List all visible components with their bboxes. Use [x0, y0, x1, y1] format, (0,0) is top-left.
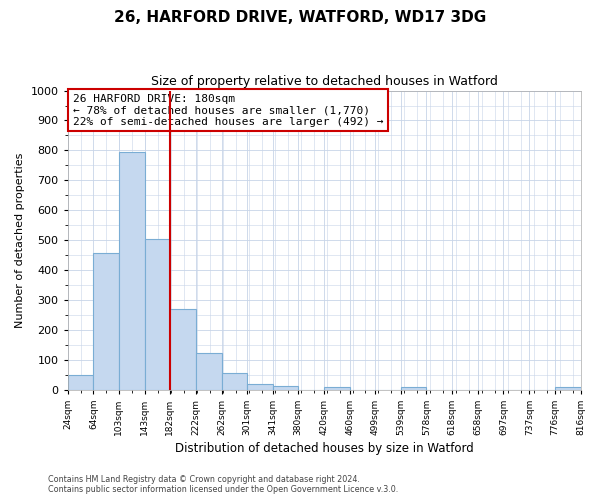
Bar	[145, 238, 170, 390]
Bar	[324, 386, 350, 390]
Bar	[273, 386, 298, 390]
Bar	[247, 384, 273, 390]
Text: 26, HARFORD DRIVE, WATFORD, WD17 3DG: 26, HARFORD DRIVE, WATFORD, WD17 3DG	[114, 10, 486, 25]
Y-axis label: Number of detached properties: Number of detached properties	[15, 152, 25, 328]
Bar	[170, 308, 196, 390]
X-axis label: Distribution of detached houses by size in Watford: Distribution of detached houses by size …	[175, 442, 473, 455]
Bar	[196, 353, 222, 390]
Text: Contains HM Land Registry data © Crown copyright and database right 2024.
Contai: Contains HM Land Registry data © Crown c…	[48, 474, 398, 494]
Bar	[119, 152, 145, 390]
Text: 26 HARFORD DRIVE: 180sqm
← 78% of detached houses are smaller (1,770)
22% of sem: 26 HARFORD DRIVE: 180sqm ← 78% of detach…	[73, 94, 383, 126]
Bar	[94, 253, 119, 390]
Bar	[554, 386, 581, 390]
Bar	[68, 374, 94, 390]
Bar	[222, 373, 247, 390]
Title: Size of property relative to detached houses in Watford: Size of property relative to detached ho…	[151, 75, 497, 88]
Bar	[401, 388, 427, 390]
